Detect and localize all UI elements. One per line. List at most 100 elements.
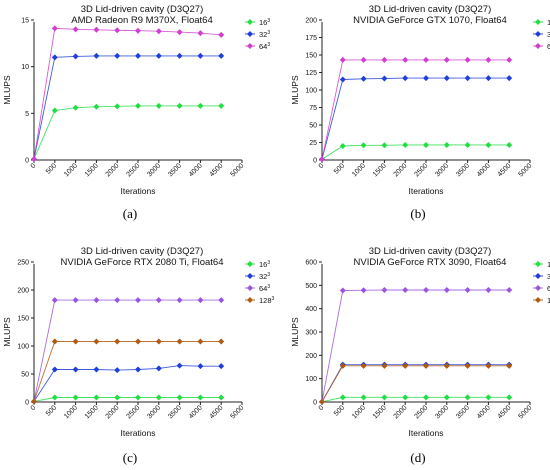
x-tick-label: 4000 bbox=[188, 404, 204, 420]
data-point bbox=[197, 338, 204, 345]
legend-item-64: 643 bbox=[533, 42, 550, 51]
data-point bbox=[197, 297, 204, 304]
legend-label: 323 bbox=[547, 272, 550, 281]
y-axis-label: MLUPS bbox=[290, 317, 300, 347]
data-point bbox=[360, 287, 367, 294]
data-point bbox=[218, 394, 225, 401]
x-tick-label: 4000 bbox=[188, 162, 204, 178]
data-point bbox=[464, 287, 471, 293]
y-axis-label: MLUPS bbox=[290, 75, 300, 105]
chart-title: 3D Lid-driven cavity (D3Q27) bbox=[369, 246, 492, 257]
data-point bbox=[218, 363, 225, 370]
data-point bbox=[72, 53, 79, 60]
data-point bbox=[402, 141, 409, 148]
chart-subtitle: NVIDIA GeForce GTX 1070, Float64 bbox=[353, 15, 507, 26]
data-point bbox=[360, 75, 367, 82]
data-point bbox=[72, 297, 79, 304]
data-point bbox=[443, 56, 450, 63]
data-point bbox=[360, 142, 367, 149]
data-point bbox=[31, 398, 37, 405]
y-tick-label: 50 bbox=[309, 123, 317, 130]
series-line bbox=[321, 364, 510, 403]
data-point bbox=[464, 394, 471, 401]
series-64 bbox=[319, 56, 513, 163]
x-tick-label: 4000 bbox=[476, 404, 492, 420]
data-point bbox=[381, 394, 388, 401]
x-tick-label: 3000 bbox=[146, 404, 162, 420]
data-point bbox=[381, 75, 388, 82]
legend-label: 643 bbox=[547, 284, 550, 293]
x-tick-label: 1000 bbox=[351, 162, 367, 178]
data-point bbox=[402, 75, 409, 82]
x-tick-label: 3500 bbox=[167, 162, 183, 178]
legend-item-64: 643 bbox=[245, 42, 270, 51]
data-point bbox=[339, 394, 346, 401]
data-point bbox=[218, 31, 225, 38]
chart-subtitle: NVIDIA GeForce RTX 2080 Ti, Float64 bbox=[61, 257, 224, 268]
legend-marker bbox=[247, 285, 253, 291]
legend-label: 163 bbox=[259, 260, 270, 269]
data-point bbox=[339, 362, 346, 369]
data-point bbox=[485, 362, 492, 369]
legend-label: 643 bbox=[259, 42, 270, 51]
data-point bbox=[51, 297, 58, 304]
series-32 bbox=[31, 52, 225, 163]
x-tick-label: 2500 bbox=[413, 404, 429, 420]
data-point bbox=[135, 102, 141, 109]
legend-item-32: 323 bbox=[245, 30, 270, 39]
data-point bbox=[443, 75, 450, 82]
x-tick-label: 1500 bbox=[84, 162, 100, 178]
data-point bbox=[135, 52, 141, 59]
chart-panel-3: 3D Lid-driven cavity (D3Q27)NVIDIA GeFor… bbox=[2, 246, 275, 465]
chart-subtitle: AMD Radeon R9 M370X, Float64 bbox=[71, 15, 213, 26]
legend-marker bbox=[247, 297, 253, 303]
chart-panel-2: 3D Lid-driven cavity (D3Q27)NVIDIA GeFor… bbox=[290, 4, 550, 221]
y-tick-label: 10 bbox=[21, 64, 29, 71]
chart-panel-1: 3D Lid-driven cavity (D3Q27)AMD Radeon R… bbox=[2, 4, 270, 221]
y-tick-label: 5 bbox=[25, 111, 29, 118]
series-line bbox=[33, 341, 222, 402]
legend-label: 643 bbox=[259, 284, 270, 293]
data-point bbox=[485, 141, 492, 148]
data-point bbox=[381, 287, 388, 293]
data-point bbox=[339, 56, 346, 63]
series-32 bbox=[31, 362, 225, 405]
series-64 bbox=[31, 297, 225, 405]
data-point bbox=[485, 394, 492, 401]
data-point bbox=[218, 52, 225, 59]
x-tick-label: 1000 bbox=[63, 404, 79, 420]
data-point bbox=[114, 394, 121, 401]
data-point bbox=[218, 297, 225, 304]
data-point bbox=[72, 104, 79, 111]
data-point bbox=[443, 394, 450, 401]
data-point bbox=[176, 297, 183, 304]
data-point bbox=[506, 287, 513, 293]
data-point bbox=[423, 75, 429, 82]
legend-label: 323 bbox=[259, 272, 270, 281]
x-tick-label: 500 bbox=[333, 404, 346, 417]
data-point bbox=[339, 76, 346, 83]
x-axis-label: Iterations bbox=[409, 186, 444, 196]
x-tick-label: 3000 bbox=[146, 162, 162, 178]
x-tick-label: 0 bbox=[30, 404, 38, 412]
x-tick-label: 2500 bbox=[125, 404, 141, 420]
legend-label: 643 bbox=[547, 42, 550, 51]
y-tick-label: 25 bbox=[309, 140, 317, 147]
x-tick-label: 4500 bbox=[209, 404, 225, 420]
data-point bbox=[197, 30, 204, 37]
data-point bbox=[114, 52, 121, 59]
chart-panel-4: 3D Lid-driven cavity (D3Q27)NVIDIA GeFor… bbox=[290, 246, 550, 465]
y-tick-label: 75 bbox=[309, 105, 317, 112]
legend-item-32: 323 bbox=[245, 272, 270, 281]
series-line bbox=[321, 77, 510, 160]
series-line bbox=[33, 397, 222, 402]
data-point bbox=[155, 52, 162, 59]
legend-item-32: 323 bbox=[533, 30, 550, 39]
series-128 bbox=[319, 362, 513, 405]
data-point bbox=[485, 75, 492, 82]
y-tick-label: 150 bbox=[17, 316, 29, 323]
data-point bbox=[218, 338, 225, 345]
x-axis-label: Iterations bbox=[121, 186, 156, 196]
data-point bbox=[72, 366, 79, 373]
